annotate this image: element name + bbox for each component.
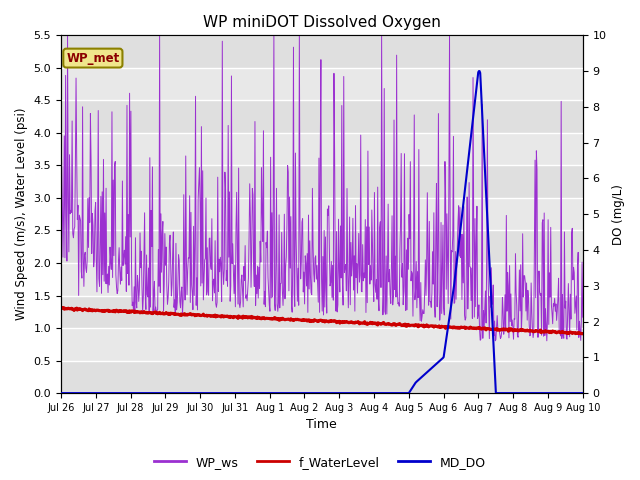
Y-axis label: DO (mg/L): DO (mg/L) <box>612 184 625 245</box>
Title: WP miniDOT Dissolved Oxygen: WP miniDOT Dissolved Oxygen <box>203 15 441 30</box>
Text: WP_met: WP_met <box>67 51 120 65</box>
Bar <box>61 133 583 166</box>
Bar <box>61 198 583 230</box>
Bar <box>61 68 583 100</box>
Bar <box>61 360 583 393</box>
Bar <box>61 263 583 296</box>
Bar <box>61 100 583 133</box>
Bar <box>61 230 583 263</box>
Bar <box>61 166 583 198</box>
Bar <box>61 328 583 360</box>
Legend: WP_ws, f_WaterLevel, MD_DO: WP_ws, f_WaterLevel, MD_DO <box>149 451 491 474</box>
X-axis label: Time: Time <box>307 419 337 432</box>
Bar <box>61 36 583 68</box>
Bar <box>61 296 583 328</box>
Y-axis label: Wind Speed (m/s), Water Level (psi): Wind Speed (m/s), Water Level (psi) <box>15 108 28 321</box>
